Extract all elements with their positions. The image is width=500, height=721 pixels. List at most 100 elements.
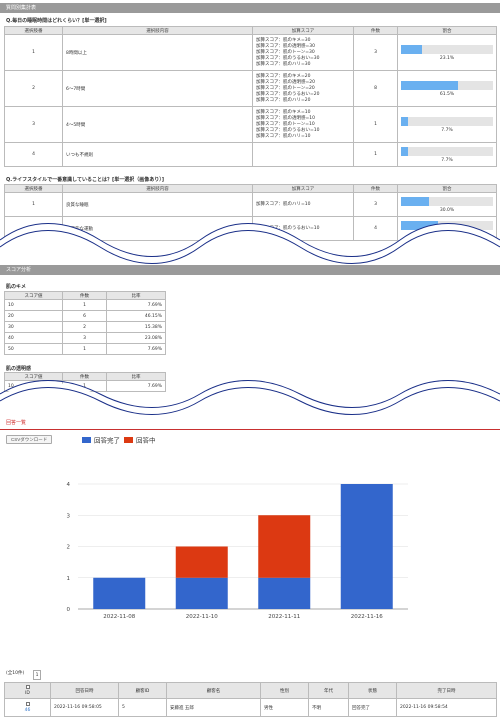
score-line: 加算スコア：肌の透明感=10 [256, 115, 315, 121]
answer-count: 3 [353, 192, 398, 217]
choice-number: 1 [4, 34, 63, 71]
column-header: 顧客名 [166, 682, 261, 699]
customer-id: 5 [118, 698, 167, 717]
column-header: 件数 [62, 291, 107, 300]
column-header-label: 顧客名 [206, 688, 221, 694]
row-checkbox[interactable] [25, 702, 30, 706]
ratio-percent: 30.0% [439, 207, 455, 213]
score-count: 6 [62, 310, 107, 322]
response-date: 2022-11-16 09:58:05 [50, 698, 119, 717]
column-header: 選択肢内容 [62, 184, 253, 193]
column-header: 選択肢内容 [62, 26, 253, 35]
responses-section-title: 回答一覧 [6, 420, 27, 426]
ratio-percent: 7.7% [441, 127, 453, 133]
column-header: 件数 [353, 26, 398, 35]
column-header: 件数 [353, 184, 398, 193]
csv-download-button[interactable]: CSVダウンロード [6, 435, 53, 444]
table-row: 1 良質な睡眠 加算スコア：肌のハリ=10 3 30.0% [4, 192, 497, 217]
column-header: 顧客ID [118, 682, 167, 699]
score-line: 加算スコア：肌のトーン=30 [256, 49, 315, 55]
bar-segment [175, 577, 228, 609]
column-header: ID [4, 682, 51, 699]
completed-date: 2022-11-16 09:58:54 [396, 698, 497, 717]
y-tick-label: 3 [67, 513, 71, 519]
column-header: スコア値 [4, 291, 63, 300]
answer-count: 1 [353, 142, 398, 167]
ratio-cell: 7.7% [397, 106, 497, 143]
answer-count: 3 [353, 34, 398, 71]
ratio-bar [401, 196, 493, 206]
ratio-bar [401, 80, 493, 90]
section-header-question-summary: 質問別集計表 [0, 3, 500, 13]
choice-content: 6〜7時間 [62, 70, 253, 107]
ratio-bar-fill [401, 44, 423, 54]
score-ratio: 46.15% [106, 310, 166, 322]
y-tick-label: 1 [67, 576, 71, 582]
score-line: 加算スコア：肌のトーン=20 [256, 85, 315, 91]
score-value: 10 [4, 299, 63, 311]
column-header: 選択肢番 [4, 184, 63, 193]
chart-legend: 回答完了 回答中 [82, 436, 156, 445]
score-table-kime: スコア値 件数 比率 10 1 7.69% 20 6 46.15% 30 2 15.38% 40 3 23… [4, 291, 166, 355]
answer-count: 8 [353, 70, 398, 107]
select-all-checkbox[interactable] [25, 685, 30, 689]
response-chart: 回答完了 回答中 0 1 2 3 4 2022-11-08 2022-11-10 2022-11-… [67, 436, 408, 620]
age-group: 不明 [308, 698, 349, 717]
response-id-link[interactable]: 46 [24, 708, 31, 713]
status: 回答完了 [348, 698, 397, 717]
score-line: 加算スコア：肌のキメ=20 [256, 73, 311, 79]
bar-segment [175, 546, 228, 578]
ratio-bar [401, 146, 493, 156]
ratio-cell: 61.5% [397, 70, 497, 107]
answer-count: 1 [353, 106, 398, 143]
choice-number: 3 [4, 106, 63, 143]
bar-segment [258, 577, 311, 609]
section-divider [0, 429, 500, 430]
answer-table-q2: 選択肢番 選択肢内容 加算スコア 件数 割合 1 良質な睡眠 加算スコア：肌のハリ=10 3 3… [4, 184, 497, 241]
ratio-percent: 7.7% [441, 157, 453, 163]
score-value: 40 [4, 332, 63, 344]
score-ratio: 7.69% [106, 380, 166, 392]
column-header: 比率 [106, 291, 166, 300]
page-break-wave [0, 380, 500, 420]
column-header: 回答日時 [50, 682, 119, 699]
ratio-cell: 23.1% [397, 34, 497, 71]
column-header-label: 完了日時 [437, 688, 456, 694]
table-row: 1 8時間以上 加算スコア：肌のキメ=30 加算スコア：肌の透明感=30 加算スコア：肌… [4, 34, 497, 71]
score-value: 20 [4, 310, 63, 322]
section-header-score-analysis: スコア分析 [0, 265, 500, 275]
column-header: 選択肢番 [4, 26, 63, 35]
column-header-label: 回答日時 [75, 688, 94, 694]
column-header-label: 状態 [368, 688, 377, 694]
score-ratio: 15.38% [106, 321, 166, 333]
score-line: 加算スコア：肌のうるおい=10 [256, 225, 320, 231]
score-table-toumei: スコア値 件数 比率 10 1 7.69% [4, 372, 166, 392]
ratio-bar-fill [401, 116, 409, 126]
score-value: 50 [4, 343, 63, 355]
ratio-percent: 23.1% [439, 55, 455, 61]
question-title: Q.毎日の睡眠時間はどれくらい？[単一選択] [6, 18, 107, 24]
score-line: 加算スコア：肌のハリ=10 [256, 133, 311, 139]
ratio-bar [401, 44, 493, 54]
column-header: 割合 [397, 26, 497, 35]
score-line: 加算スコア：肌の透明感=30 [256, 43, 315, 49]
table-row: 10 1 7.69% [4, 299, 166, 311]
column-header: 割合 [397, 184, 497, 193]
score-count: 1 [62, 343, 107, 355]
score-table-title: 肌の透明感 [6, 366, 32, 372]
score-line: 加算スコア：肌のハリ=10 [256, 201, 311, 207]
x-tick-label: 2022-11-16 [351, 614, 383, 620]
pagination-page-button[interactable]: 1 [33, 670, 41, 680]
score-table-title: 肌のキメ [6, 284, 27, 290]
legend-item: 回答完了 [82, 436, 120, 445]
choice-content: 8時間以上 [62, 34, 253, 71]
ratio-bar [401, 116, 493, 126]
score-line: 加算スコア：肌のキメ=30 [256, 37, 311, 43]
score-line: 加算スコア：肌のキメ=10 [256, 109, 311, 115]
choice-number: 1 [4, 192, 63, 217]
table-row: 3 4〜5時間 加算スコア：肌のキメ=10 加算スコア：肌の透明感=10 加算スコア：肌… [4, 106, 497, 143]
page-break-wave [0, 223, 500, 268]
total-count: (全10件) [6, 671, 25, 676]
table-row: 50 1 7.69% [4, 343, 166, 355]
score-count: 1 [62, 299, 107, 311]
